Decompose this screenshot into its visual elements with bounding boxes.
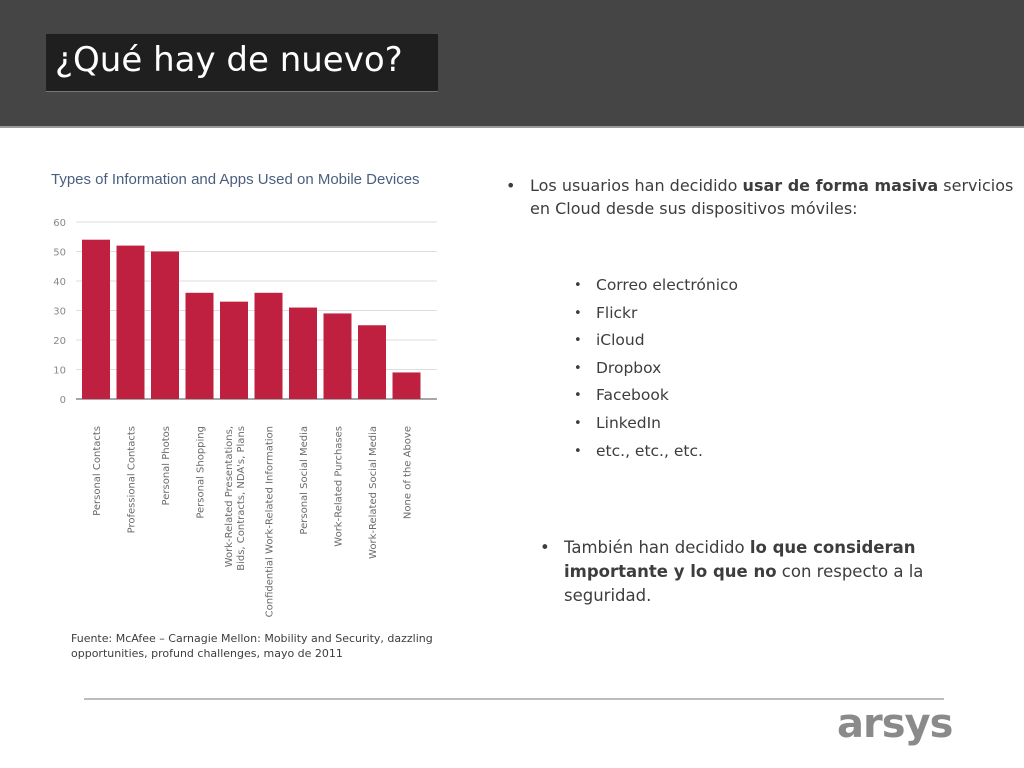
bar bbox=[392, 372, 421, 399]
slide-header: ¿Qué hay de nuevo? bbox=[0, 0, 1024, 128]
source-note: Fuente: McAfee – Carnagie Mellon: Mobili… bbox=[71, 632, 433, 660]
bar bbox=[358, 325, 386, 399]
x-tick-label: Work-Related Presentations, bbox=[224, 426, 235, 567]
service-item: iCloud bbox=[574, 327, 874, 355]
bullet-usage-emphasis: usar de forma masiva bbox=[742, 176, 939, 195]
y-tick-label: 40 bbox=[53, 277, 66, 288]
bullet-security-text: También han decidido bbox=[564, 538, 750, 557]
services-list: Correo electrónicoFlickriCloudDropboxFac… bbox=[574, 272, 874, 465]
y-tick-label: 30 bbox=[53, 307, 66, 318]
bullet-usage-text: Los usuarios han decidido bbox=[530, 176, 743, 195]
bar bbox=[185, 292, 214, 399]
bullet-usage: Los usuarios han decidido usar de forma … bbox=[506, 174, 1020, 220]
footer-divider bbox=[84, 698, 944, 700]
x-tick-label: Personal Shopping bbox=[196, 426, 207, 519]
service-item: LinkedIn bbox=[574, 410, 874, 438]
bar bbox=[116, 245, 145, 399]
x-tick-label: Work-Related Social Media bbox=[368, 426, 379, 559]
bar bbox=[289, 307, 317, 399]
service-item: Dropbox bbox=[574, 355, 874, 383]
x-tick-label: Professional Contacts bbox=[127, 426, 138, 533]
chart-title: Types of Information and Apps Used on Mo… bbox=[51, 171, 420, 188]
x-tick-label: None of the Above bbox=[403, 426, 414, 519]
service-item: Correo electrónico bbox=[574, 272, 874, 300]
y-tick-label: 10 bbox=[53, 366, 66, 377]
bar bbox=[151, 251, 179, 399]
bar bbox=[220, 301, 248, 399]
bar bbox=[323, 313, 352, 399]
x-tick-label: Bids, Contracts, NDA's, Plans bbox=[236, 426, 247, 571]
y-tick-label: 0 bbox=[60, 395, 66, 406]
y-tick-label: 20 bbox=[53, 336, 66, 347]
service-item: etc., etc., etc. bbox=[574, 438, 874, 466]
bullet-security-tail: con respecto a la seguridad. bbox=[564, 562, 924, 605]
x-tick-label: Personal Social Media bbox=[299, 426, 310, 535]
bullet-security: También han decidido lo que consideran i… bbox=[540, 536, 994, 608]
bullet-usage-tail: servicios en Cloud desde sus dispositivo… bbox=[530, 176, 1014, 218]
y-tick-label: 50 bbox=[53, 248, 66, 259]
x-tick-label: Personal Contacts bbox=[92, 426, 103, 516]
title-box: ¿Qué hay de nuevo? bbox=[46, 34, 438, 92]
x-tick-label: Personal Photos bbox=[161, 426, 172, 505]
y-tick-label: 60 bbox=[53, 218, 66, 229]
bar bbox=[82, 239, 110, 399]
chart-bars bbox=[82, 239, 421, 399]
bar bbox=[254, 292, 283, 399]
bullet-security-emphasis: lo que consideran importante y lo que no bbox=[564, 538, 916, 581]
slide-title: ¿Qué hay de nuevo? bbox=[55, 40, 403, 80]
service-item: Facebook bbox=[574, 382, 874, 410]
x-tick-label: Work-Related Purchases bbox=[334, 426, 345, 547]
bar-chart: Types of Information and Apps Used on Mo… bbox=[51, 171, 437, 617]
x-tick-label: Confidential Work-Related Information bbox=[265, 426, 276, 617]
chart-x-labels: Personal Contacts Professional Contacts Pe… bbox=[92, 426, 414, 617]
service-item: Flickr bbox=[574, 300, 874, 328]
arsys-logo: arsys bbox=[837, 701, 953, 747]
